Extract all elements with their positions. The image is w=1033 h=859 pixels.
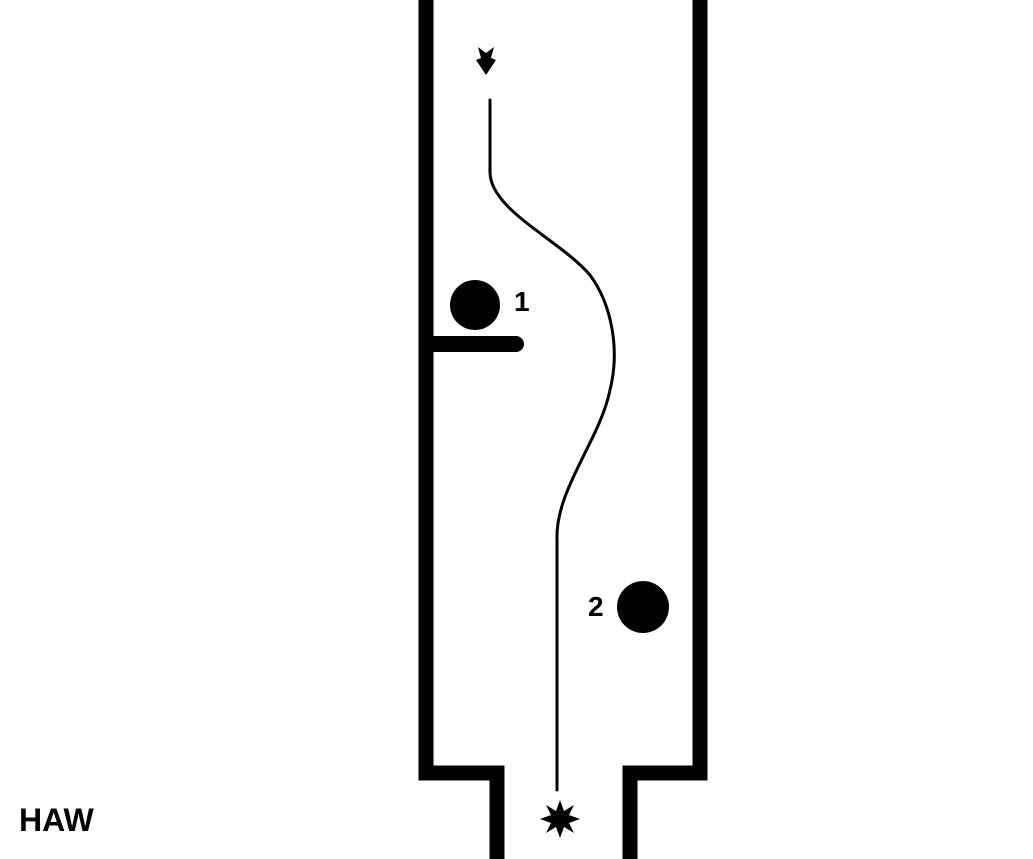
arrow-down-icon [476,47,496,75]
marker-label-1: 1 [514,286,530,317]
corridor-right-wall [622,0,708,859]
corridor-left-wall [418,0,505,859]
starburst-icon [540,800,580,838]
obstacle-ball-1 [450,280,500,330]
corner-code-label: HAW [19,802,94,838]
obstacle-ball-2 [617,581,669,633]
ball-path [488,98,616,792]
marker-label-2: 2 [588,591,604,622]
